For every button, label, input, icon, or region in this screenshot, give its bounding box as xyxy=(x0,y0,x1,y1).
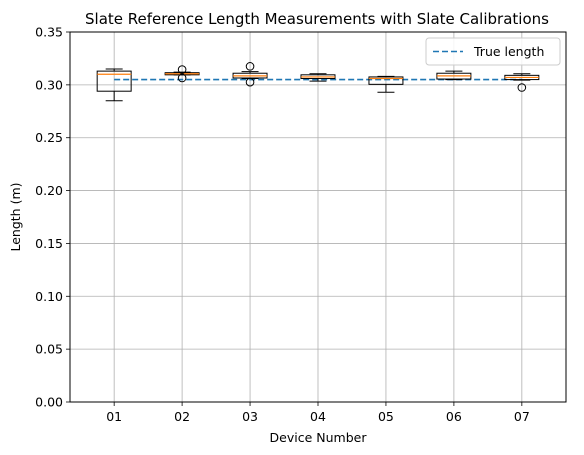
y-axis-label: Length (m) xyxy=(8,182,23,251)
y-tick-label: 0.25 xyxy=(35,130,63,145)
grid-layer xyxy=(70,31,566,403)
legend-label-true-length: True length xyxy=(473,44,544,59)
y-tick-label: 0.15 xyxy=(35,236,63,251)
y-tick-label: 0.00 xyxy=(35,395,63,410)
x-tick-label: 03 xyxy=(242,409,258,424)
legend-box xyxy=(425,37,561,66)
outlier-point xyxy=(177,73,187,83)
y-tick-label: 0.35 xyxy=(35,25,63,40)
x-tick-label: 07 xyxy=(514,409,530,424)
x-tick-label: 06 xyxy=(446,409,462,424)
chart-title: Slate Reference Length Measurements with… xyxy=(85,10,549,28)
x-axis-label: Device Number xyxy=(270,430,368,445)
outlier-point xyxy=(245,62,255,71)
box-device-02 xyxy=(164,65,200,83)
iqr-box xyxy=(368,76,404,85)
box-device-06 xyxy=(436,70,472,81)
x-tick-label: 04 xyxy=(310,409,326,424)
x-tick-label: 02 xyxy=(174,409,190,424)
boxes-layer xyxy=(96,62,540,102)
y-tick-label: 0.30 xyxy=(35,77,63,92)
x-axis-ticks: 01 02 03 04 05 06 07 xyxy=(106,402,530,424)
iqr-box xyxy=(96,70,132,92)
outlier-point xyxy=(245,77,255,87)
outlier-point xyxy=(517,83,527,92)
x-tick-label: 01 xyxy=(106,409,122,424)
box-device-07 xyxy=(504,73,540,92)
box-device-01 xyxy=(96,68,132,102)
y-axis-ticks: 0.00 0.05 0.10 0.15 0.20 0.25 0.30 0.35 xyxy=(35,25,70,410)
legend: True length xyxy=(425,37,561,66)
x-tick-label: 05 xyxy=(378,409,394,424)
box-device-04 xyxy=(300,73,336,82)
box-device-05 xyxy=(368,75,404,93)
y-tick-label: 0.10 xyxy=(35,289,63,304)
y-tick-label: 0.05 xyxy=(35,342,63,357)
y-tick-label: 0.20 xyxy=(35,183,63,198)
box-device-03 xyxy=(232,62,268,87)
outlier-point xyxy=(177,65,187,74)
